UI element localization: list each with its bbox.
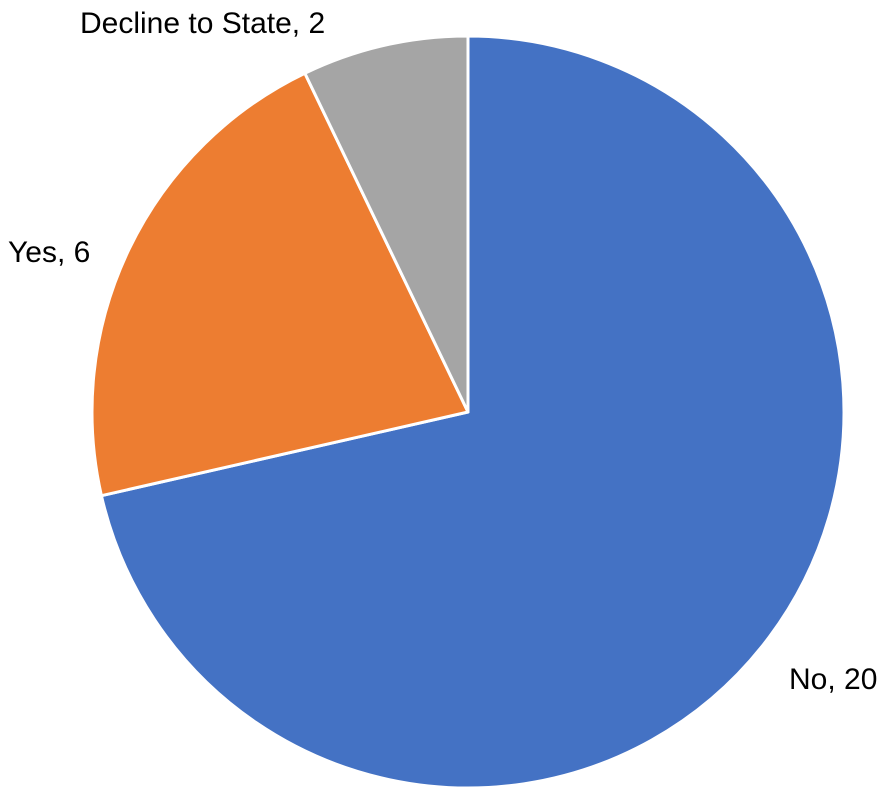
data-label-decline-to-state: Decline to State, 2 — [80, 7, 325, 40]
pie-data-labels: No, 20 Yes, 6 Decline to State, 2 — [8, 7, 877, 696]
pie-slice-no — [99, 34, 846, 790]
pie-slice-decline-to-state — [303, 34, 470, 414]
data-label-yes: Yes, 6 — [8, 236, 90, 269]
pie-slices — [90, 34, 846, 790]
pie-slice-yes — [90, 71, 470, 498]
data-label-no: No, 20 — [789, 663, 877, 696]
